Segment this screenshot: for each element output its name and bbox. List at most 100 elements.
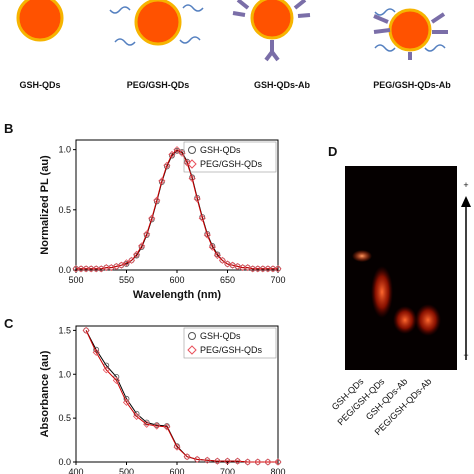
y-tick-label: 0.5 xyxy=(58,413,71,423)
marker xyxy=(77,265,85,273)
band xyxy=(393,306,417,334)
marker xyxy=(188,174,196,183)
illustrations xyxy=(16,0,448,62)
marker xyxy=(183,453,191,461)
marker xyxy=(209,243,216,249)
gel-image xyxy=(345,166,457,370)
band xyxy=(415,304,441,336)
marker xyxy=(168,150,176,159)
marker xyxy=(218,256,227,264)
marker xyxy=(274,458,282,466)
marker xyxy=(203,231,211,239)
marker xyxy=(138,244,145,251)
legend-frame xyxy=(183,141,277,173)
marker xyxy=(254,458,262,466)
legend-marker xyxy=(188,146,196,154)
marker xyxy=(264,458,272,466)
peg xyxy=(109,4,204,46)
marker xyxy=(102,366,110,374)
panel-label: B xyxy=(4,121,13,136)
polarity: + xyxy=(463,180,468,190)
marker xyxy=(203,456,211,464)
marker xyxy=(163,163,170,170)
marker xyxy=(214,251,221,258)
legend-label: PEG/GSH-QDs xyxy=(200,159,263,169)
marker xyxy=(249,265,257,273)
x-tick-label: 600 xyxy=(169,467,184,474)
qd-label: PEG/GSH-QDs-Ab xyxy=(373,80,451,90)
y-tick-label: 0.0 xyxy=(58,265,71,275)
marker xyxy=(122,259,131,267)
polarity: − xyxy=(463,350,468,360)
marker xyxy=(193,195,201,203)
marker xyxy=(112,376,120,384)
marker xyxy=(82,326,90,334)
marker xyxy=(198,214,206,222)
marker xyxy=(173,443,181,451)
marker xyxy=(183,159,191,167)
qd xyxy=(250,0,294,40)
x-tick-label: 500 xyxy=(68,275,83,285)
marker xyxy=(204,230,211,237)
x-tick-label: 700 xyxy=(220,467,235,474)
x-tick-label: 550 xyxy=(119,275,134,285)
marker xyxy=(228,261,237,269)
antibody xyxy=(232,0,311,62)
marker xyxy=(143,420,151,428)
marker xyxy=(92,265,100,273)
marker xyxy=(208,243,216,251)
y-tick-label: 0.0 xyxy=(58,457,71,467)
legend-label: GSH-QDs xyxy=(200,331,241,341)
x-tick-label: 600 xyxy=(169,275,184,285)
marker xyxy=(193,455,201,463)
marker xyxy=(138,242,146,250)
band xyxy=(371,266,393,318)
marker xyxy=(173,146,181,154)
marker xyxy=(169,152,175,159)
panel-label: C xyxy=(4,316,14,331)
x-axis-label: Wavelength (nm) xyxy=(133,289,222,301)
legend-label: GSH-QDs xyxy=(200,145,241,155)
marker xyxy=(179,149,185,155)
marker xyxy=(259,265,267,273)
marker xyxy=(143,230,151,238)
marker xyxy=(244,264,252,272)
marker xyxy=(102,264,110,272)
marker xyxy=(158,177,166,185)
marker xyxy=(133,412,141,420)
gel: GSH-QDs PEG/GSH-QDs GSH-QDs-Ab PEG/GSH-Q… xyxy=(330,166,471,437)
marker xyxy=(264,265,272,273)
marker xyxy=(254,265,262,273)
marker xyxy=(234,457,242,465)
x-tick-label: 650 xyxy=(220,275,235,285)
legend-marker xyxy=(188,332,196,340)
legend-marker xyxy=(187,345,197,355)
marker xyxy=(223,457,232,465)
marker xyxy=(113,373,120,380)
marker xyxy=(117,261,126,269)
qd-label: GSH-QDs xyxy=(19,80,60,90)
y-tick-label: 1.0 xyxy=(58,145,71,155)
marker xyxy=(153,196,161,204)
marker xyxy=(92,348,100,356)
marker xyxy=(163,423,171,431)
peg xyxy=(374,8,446,52)
marker xyxy=(153,422,161,430)
band xyxy=(352,250,372,262)
y-tick-label: 1.0 xyxy=(58,369,71,379)
y-axis-label: Absorbance (au) xyxy=(39,350,51,437)
legend-label: PEG/GSH-QDs xyxy=(200,345,263,355)
marker xyxy=(127,256,136,264)
qd xyxy=(388,8,432,52)
legend-marker xyxy=(187,159,197,169)
qd xyxy=(16,0,64,42)
x-tick-label: 500 xyxy=(119,467,134,474)
panel-label: D xyxy=(328,144,337,159)
y-tick-label: 0.5 xyxy=(58,205,71,215)
marker xyxy=(223,260,232,268)
antibody xyxy=(373,12,448,60)
marker xyxy=(269,265,277,273)
qd xyxy=(134,0,182,46)
marker xyxy=(148,214,156,222)
marker xyxy=(274,265,282,273)
